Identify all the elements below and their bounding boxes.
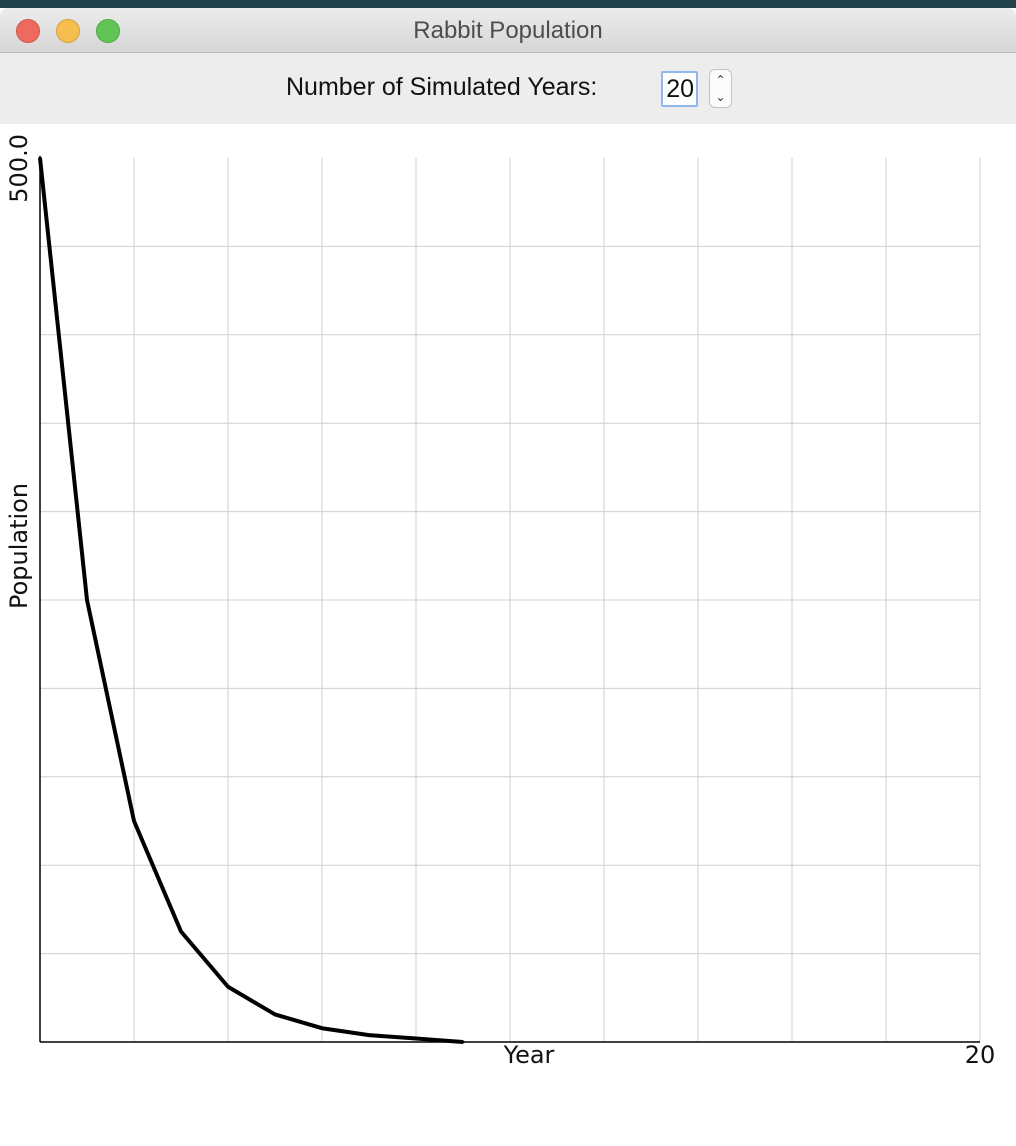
desktop-strip <box>0 0 1016 8</box>
title-bar: Rabbit Population <box>0 8 1016 53</box>
controls-bar: Number of Simulated Years: ⌃ ⌄ <box>0 53 1016 124</box>
population-data-point <box>367 1033 371 1037</box>
population-data-point <box>461 1040 465 1044</box>
years-label: Number of Simulated Years: <box>286 73 598 101</box>
population-data-point <box>273 1012 277 1016</box>
plot-area <box>38 156 465 1044</box>
axis-labels: Population Year 500.0 20 <box>5 134 995 1069</box>
population-data-point <box>132 819 136 823</box>
population-data-point <box>38 156 42 160</box>
population-data-point <box>179 930 183 933</box>
window-title: Rabbit Population <box>413 17 603 44</box>
population-series-line <box>38 157 464 1044</box>
years-spinner-input[interactable] <box>661 71 698 107</box>
grid-lines <box>40 158 981 1042</box>
x-tick-label: 20 <box>965 1041 996 1069</box>
population-data-point <box>85 598 89 602</box>
chevron-up-icon[interactable]: ⌃ <box>715 73 726 87</box>
years-stepper[interactable]: ⌃ ⌄ <box>709 69 732 108</box>
population-data-point <box>320 1026 324 1030</box>
chevron-down-icon[interactable]: ⌄ <box>715 90 726 104</box>
y-axis-label: Population <box>5 483 33 609</box>
zoom-window-button[interactable] <box>96 19 120 43</box>
y-tick-label: 500.0 <box>5 134 33 203</box>
minimize-window-button[interactable] <box>56 19 80 43</box>
population-data-point <box>226 985 230 989</box>
population-chart: Population Year 500.0 20 <box>0 124 1016 1146</box>
x-axis-label: Year <box>503 1041 555 1069</box>
app-window: Rabbit Population Number of Simulated Ye… <box>0 8 1016 1146</box>
axes <box>39 156 980 1043</box>
population-data-point <box>414 1037 418 1041</box>
chart-canvas: Population Year 500.0 20 <box>5 134 995 1069</box>
close-window-button[interactable] <box>16 19 40 43</box>
